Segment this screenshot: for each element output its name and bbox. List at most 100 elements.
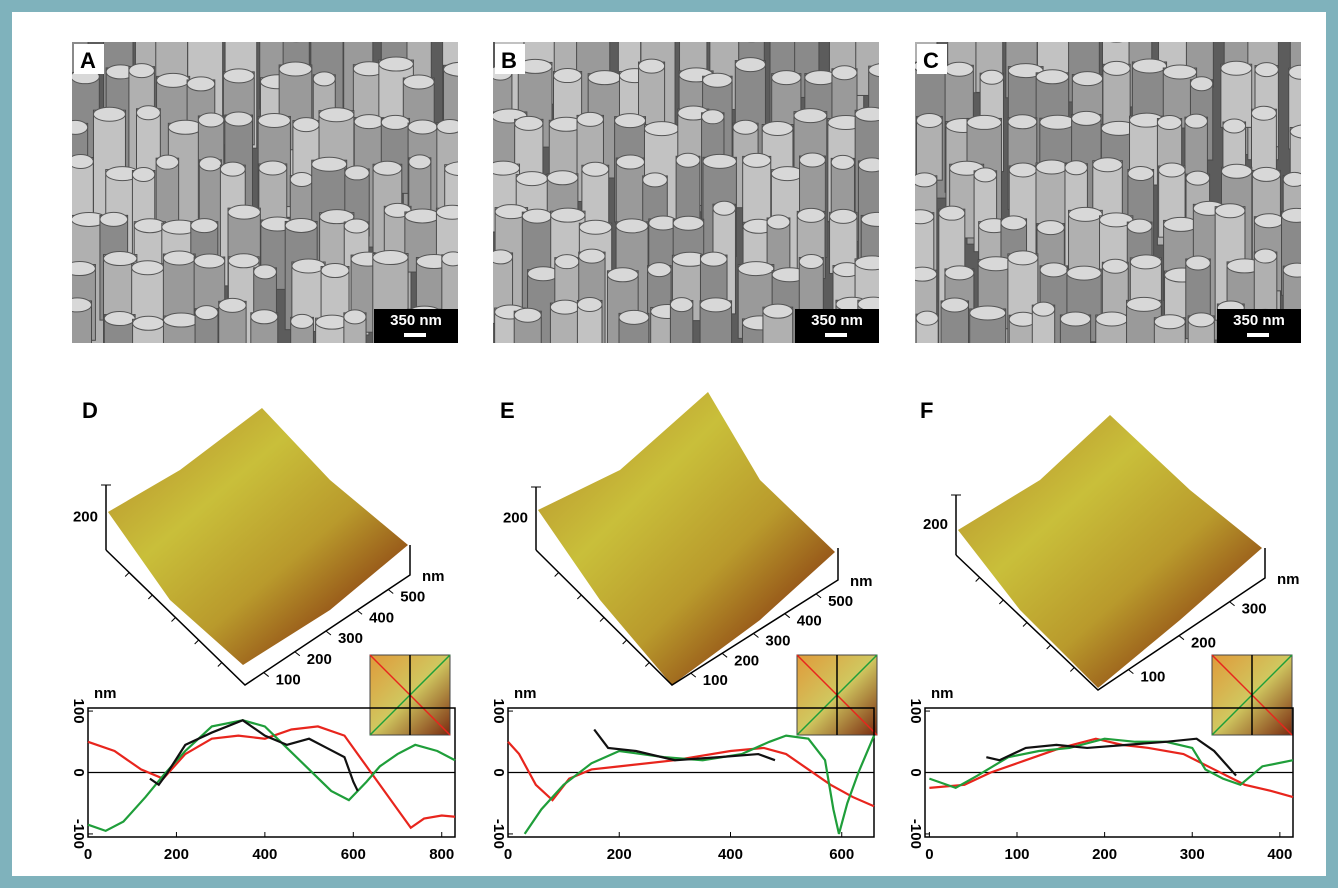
- pillar-top: [554, 69, 582, 83]
- pillar-top: [547, 171, 578, 185]
- z-tick-label: 200: [73, 508, 98, 525]
- pillar-top: [191, 219, 218, 233]
- pillar-top: [345, 166, 369, 180]
- pillar-top: [1009, 163, 1036, 177]
- pillar-top: [344, 310, 366, 324]
- pillar-top: [409, 155, 431, 169]
- x-tick-label: 300: [1180, 846, 1205, 863]
- y-axis-label: nm: [514, 685, 537, 702]
- pillar-top: [1096, 312, 1128, 326]
- pillar-top: [831, 155, 854, 169]
- pillar-top: [767, 215, 790, 229]
- pillar-top: [514, 308, 541, 322]
- x-tick-label: 600: [829, 846, 854, 863]
- y-tick-label: -100: [490, 819, 507, 849]
- pillar-top: [93, 107, 125, 121]
- pillar-top: [763, 304, 793, 318]
- pillar-top: [945, 266, 974, 280]
- base-tick-label: 300: [338, 630, 363, 647]
- scale-bar: [404, 333, 426, 337]
- base-tick-label: 100: [1140, 669, 1165, 686]
- pillar-top: [1188, 313, 1214, 327]
- pillar-top: [939, 206, 965, 220]
- pillar-top: [1037, 221, 1064, 235]
- pillar-top: [772, 71, 801, 85]
- x-tick-label: 200: [164, 846, 189, 863]
- pillar-top: [290, 172, 313, 186]
- pillar-top: [408, 120, 437, 134]
- pillar-top: [830, 209, 857, 223]
- x-tick-label: 400: [718, 846, 743, 863]
- pillar-top: [643, 173, 668, 187]
- pillar-top: [163, 251, 195, 265]
- pillar-top: [373, 161, 402, 175]
- pillar-top: [555, 255, 579, 269]
- pillar-top: [258, 113, 290, 127]
- pillar-top: [1254, 249, 1277, 263]
- z-tick-label: 200: [923, 516, 948, 533]
- pillar-top: [582, 162, 609, 176]
- scale-bar: [1247, 333, 1269, 337]
- y-axis-label: nm: [94, 685, 117, 702]
- pillar-top: [670, 298, 692, 312]
- pillar-top: [1132, 59, 1166, 73]
- x-tick-label: 0: [925, 846, 933, 863]
- pillar-top: [381, 115, 409, 129]
- x-tick-label: 400: [252, 846, 277, 863]
- axis-unit: nm: [850, 573, 873, 590]
- pillar-top: [673, 216, 704, 230]
- pillar-top: [1065, 161, 1087, 175]
- panel-label: A: [80, 48, 96, 73]
- base-tick-label: 400: [797, 613, 822, 630]
- pillar-top: [733, 120, 758, 134]
- x-tick-label: 600: [341, 846, 366, 863]
- pillar-top: [1252, 167, 1280, 181]
- pillar-top: [1221, 61, 1252, 75]
- pillar-top: [648, 263, 672, 277]
- pillar-top: [735, 58, 765, 72]
- pillar-top: [1036, 70, 1069, 84]
- pillar-top: [220, 162, 245, 176]
- pillar-top: [550, 300, 579, 314]
- base-tick-label: 500: [828, 593, 853, 610]
- pillar-top: [912, 173, 937, 187]
- pillar-top: [1223, 119, 1246, 133]
- pillar-top: [551, 208, 585, 222]
- x-tick-label: 200: [1092, 846, 1117, 863]
- axis-unit: nm: [1277, 571, 1300, 588]
- pillar-top: [313, 72, 335, 86]
- pillar-top: [379, 57, 414, 71]
- pillar-top: [344, 219, 369, 233]
- pillar-top: [515, 116, 543, 130]
- pillar-top: [133, 316, 165, 330]
- pillar-top: [1001, 216, 1027, 230]
- pillar-top: [1060, 312, 1090, 326]
- pillar-top: [967, 115, 1001, 129]
- panel-label: C: [923, 48, 939, 73]
- pillar-top: [285, 218, 317, 232]
- base-tick-label: 200: [307, 651, 332, 668]
- pillar-top: [251, 310, 278, 324]
- figure: A350 nmB350 nmC350 nmD200nm1002003004005…: [0, 0, 1338, 888]
- panel-label: B: [501, 48, 517, 73]
- base-tick-label: 100: [703, 672, 728, 689]
- panel-label: E: [500, 398, 515, 423]
- pillar-top: [577, 112, 603, 126]
- pillar-top: [1072, 72, 1102, 86]
- pillar-top: [254, 265, 277, 279]
- pillar-top: [100, 212, 128, 226]
- pillar-top: [1128, 167, 1154, 181]
- base-tick-label: 400: [369, 609, 394, 626]
- y-tick-label: 0: [907, 768, 924, 776]
- pillar-top: [319, 108, 354, 122]
- pillar-top: [1254, 214, 1283, 228]
- scale-bar-label: 350 nm: [390, 312, 442, 329]
- pillar-top: [1185, 114, 1207, 128]
- pillar-top: [1186, 256, 1211, 270]
- pillar-top: [403, 75, 434, 89]
- pillar-top: [1127, 219, 1152, 233]
- pillar-top: [1215, 204, 1245, 218]
- pillar-top: [644, 122, 679, 136]
- panel-label: D: [82, 398, 98, 423]
- pillar-top: [321, 264, 349, 278]
